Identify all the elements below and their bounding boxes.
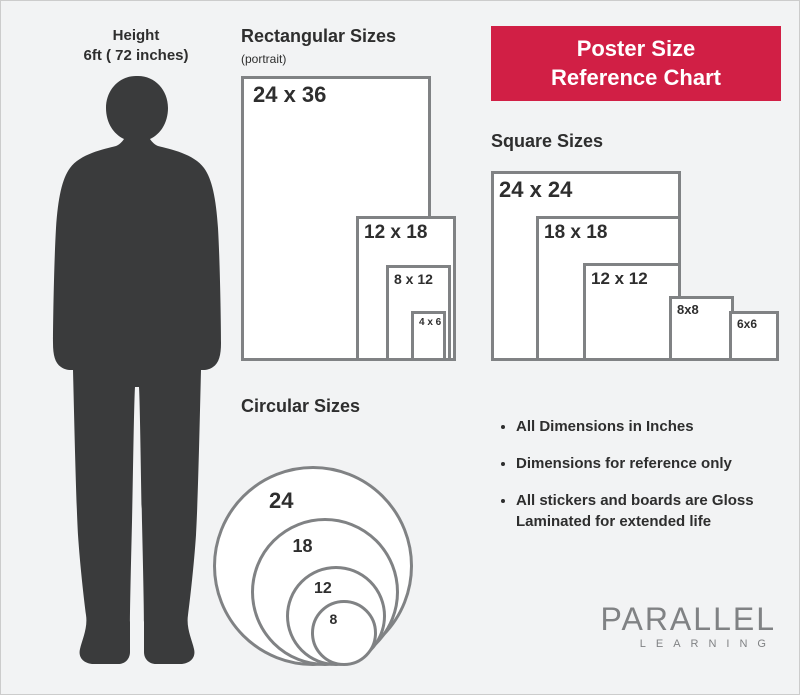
circle-size-label: 12 bbox=[314, 580, 332, 598]
height-line2: 6ft ( 72 inches) bbox=[56, 46, 216, 66]
square-title-text: Square Sizes bbox=[491, 131, 603, 151]
square-size-label: 24 x 24 bbox=[499, 177, 572, 203]
circle-size bbox=[311, 600, 377, 666]
circle-size-label: 8 bbox=[329, 611, 337, 627]
rect-size-label: 24 x 36 bbox=[253, 82, 326, 108]
logo-sub: LEARNING bbox=[561, 638, 776, 650]
note-item: All Dimensions in Inches bbox=[516, 416, 786, 437]
note-item: All stickers and boards are Gloss Lamina… bbox=[516, 490, 786, 532]
rect-size-label: 4 x 6 bbox=[419, 317, 441, 328]
rectangular-title-text: Rectangular Sizes bbox=[241, 26, 396, 46]
person-silhouette bbox=[41, 76, 231, 666]
height-reference-title: Height 6ft ( 72 inches) bbox=[56, 26, 216, 65]
square-size-label: 6x6 bbox=[737, 317, 757, 331]
square-size-label: 8x8 bbox=[677, 302, 699, 317]
circular-title-text: Circular Sizes bbox=[241, 396, 360, 416]
rect-size-label: 12 x 18 bbox=[364, 222, 427, 244]
square-title: Square Sizes bbox=[491, 131, 603, 152]
circle-size-label: 18 bbox=[292, 536, 312, 557]
rectangular-title: Rectangular Sizes (portrait) bbox=[241, 26, 396, 68]
height-line1: Height bbox=[56, 26, 216, 46]
chart-title-box: Poster Size Reference Chart bbox=[491, 26, 781, 101]
square-size-label: 12 x 12 bbox=[591, 269, 648, 289]
notes-list: All Dimensions in Inches Dimensions for … bbox=[496, 416, 786, 548]
brand-logo: PARALLEL LEARNING bbox=[561, 601, 776, 650]
square-size-label: 18 x 18 bbox=[544, 222, 607, 244]
rectangular-subtitle: (portrait) bbox=[241, 52, 286, 66]
logo-main: PARALLEL bbox=[561, 601, 776, 638]
title-line2: Reference Chart bbox=[551, 64, 721, 93]
title-line1: Poster Size bbox=[551, 35, 721, 64]
circle-size-label: 24 bbox=[269, 488, 293, 514]
note-item: Dimensions for reference only bbox=[516, 453, 786, 474]
circular-title: Circular Sizes bbox=[241, 396, 360, 417]
poster-size-chart: Height 6ft ( 72 inches) Rectangular Size… bbox=[0, 0, 800, 695]
rect-size-label: 8 x 12 bbox=[394, 271, 433, 287]
